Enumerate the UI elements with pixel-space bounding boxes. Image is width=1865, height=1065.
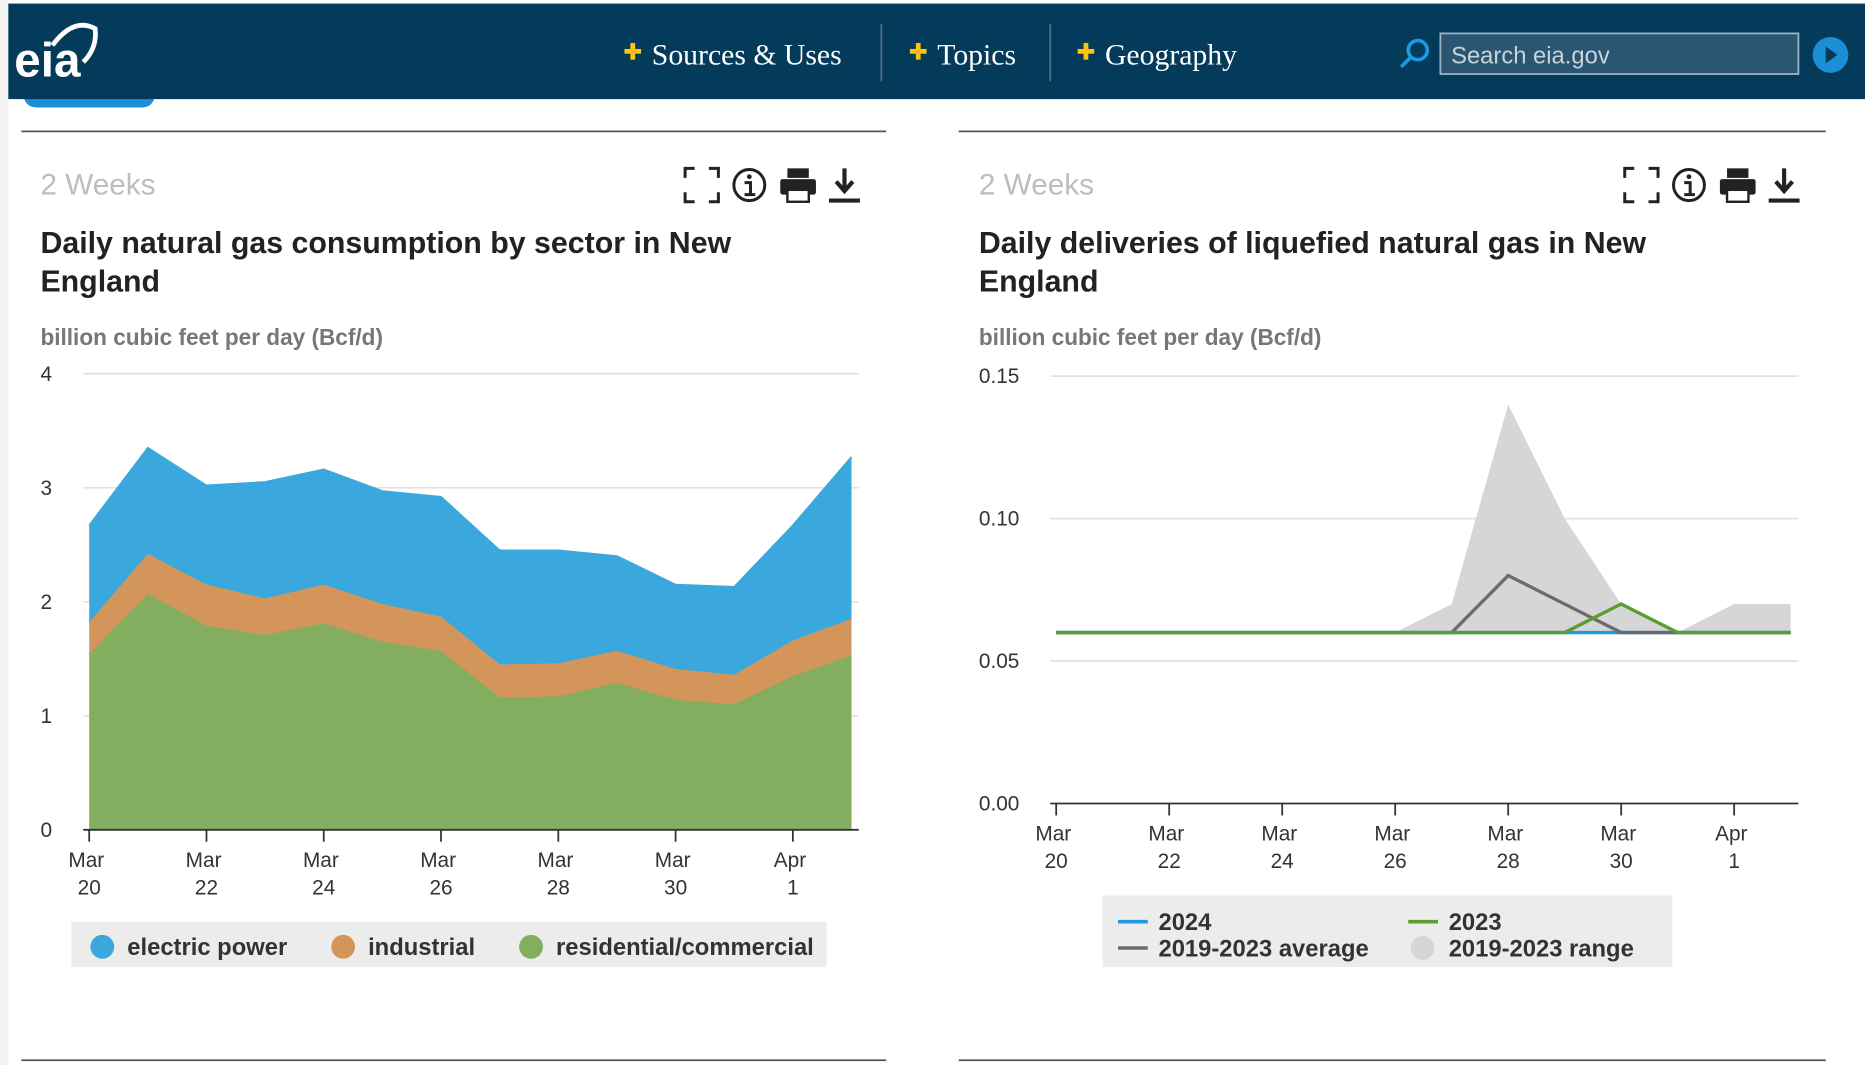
area-edge	[88, 446, 853, 588]
y-tick-label: 0.05	[979, 650, 1020, 673]
x-tick-label: Mar 28	[538, 849, 580, 900]
search-button-arrow	[1825, 46, 1838, 64]
x-tick-label: Mar 30	[1600, 823, 1642, 874]
x-tick-label: Mar 30	[655, 849, 697, 900]
legend-label: electric power	[127, 934, 287, 961]
legend-swatch	[1410, 936, 1435, 960]
x-tick-label: Mar 24	[303, 849, 345, 900]
nav-plus-icons	[624, 42, 1095, 60]
y-tick-label: 0.00	[979, 793, 1020, 816]
area	[89, 593, 852, 830]
legend-label: 2023	[1449, 909, 1502, 936]
legend-swatch	[90, 934, 115, 959]
x-tick-label: Apr 1	[1715, 823, 1753, 874]
x-tick-label: Mar 20	[68, 849, 110, 900]
legend-label: residential/commercial	[556, 934, 814, 961]
chart-tools[interactable]	[1625, 168, 1800, 201]
area	[89, 553, 852, 705]
search-placeholder: Search eia.gov	[1451, 42, 1610, 69]
legend-swatch	[519, 934, 543, 959]
y-tick-label: 0	[40, 819, 52, 842]
y-axis-label: billion cubic feet per day (Bcf/d)	[979, 325, 1322, 350]
x-tick-label: Mar 22	[1148, 823, 1190, 874]
legend-swatch	[331, 934, 356, 959]
legend-box	[1102, 895, 1673, 968]
legend-label: industrial	[368, 934, 475, 961]
logo[interactable]: eia	[14, 34, 81, 87]
x-tick-label: Mar 24	[1261, 823, 1303, 874]
y-tick-label: 4	[40, 363, 52, 386]
search-icon[interactable]	[1399, 38, 1430, 69]
x-tick-label: Mar 22	[186, 849, 228, 900]
legend-label: 2019-2023 range	[1449, 935, 1634, 962]
legend-label: 2024	[1158, 909, 1212, 936]
area	[89, 447, 852, 675]
nav-item[interactable]: Topics	[937, 38, 1016, 71]
y-axis-label: billion cubic feet per day (Bcf/d)	[40, 325, 383, 350]
line	[1056, 602, 1791, 635]
x-tick-label: Mar 26	[1374, 823, 1416, 874]
legend-label: 2019-2023 average	[1158, 935, 1368, 962]
y-tick-label: 2	[40, 591, 52, 614]
x-tick-label: Apr 1	[774, 849, 812, 900]
left-strip	[0, 0, 9, 1065]
search-box[interactable]	[1439, 32, 1800, 75]
y-tick-label: 3	[40, 477, 52, 500]
x-tick-label: Mar 26	[420, 849, 462, 900]
x-tick-label: Mar 20	[1035, 823, 1077, 874]
y-tick-label: 0.10	[979, 508, 1020, 531]
y-tick-label: 1	[40, 705, 52, 728]
period-label: 2 Weeks	[40, 169, 155, 202]
nav-item[interactable]: Sources & Uses	[652, 38, 842, 71]
nav-item[interactable]: Geography	[1105, 38, 1237, 71]
legend-box	[71, 921, 827, 968]
chart-tools[interactable]	[685, 168, 860, 201]
period-label: 2 Weeks	[979, 169, 1094, 202]
chart-title: Daily natural gas consumption by sector …	[40, 226, 739, 298]
y-tick-label: 0.15	[979, 365, 1020, 388]
logo-arc	[50, 22, 98, 64]
chart-title: Daily deliveries of liquefied natural ga…	[979, 226, 1655, 298]
x-tick-label: Mar 28	[1487, 823, 1529, 874]
